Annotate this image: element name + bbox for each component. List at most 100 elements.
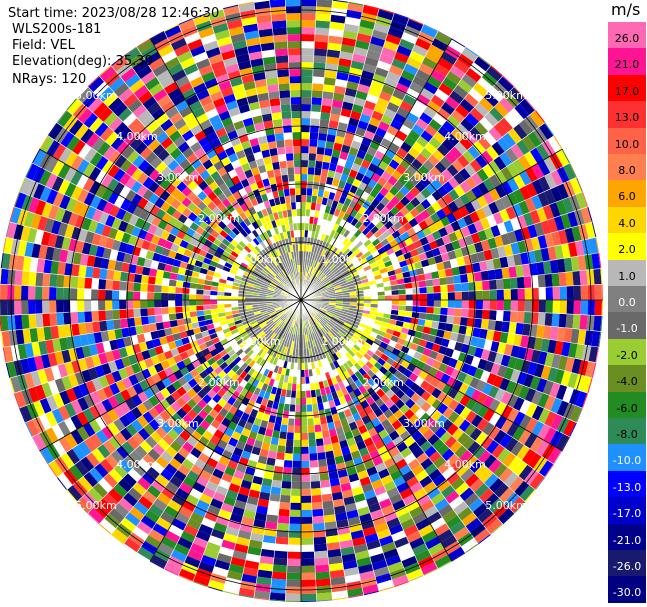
ray-separator	[300, 0, 318, 301]
range-gate	[399, 158, 412, 170]
range-gate	[42, 286, 50, 300]
range-gate	[368, 117, 381, 128]
range-gate	[516, 276, 525, 289]
range-gate	[346, 153, 357, 163]
range-gate	[513, 174, 526, 189]
range-gate	[398, 305, 406, 311]
range-gate	[406, 56, 422, 70]
ray-separator	[300, 252, 600, 301]
range-gate	[315, 239, 321, 247]
range-gate	[563, 327, 573, 343]
range-gate	[357, 232, 366, 241]
range-gate	[85, 266, 94, 279]
range-gate	[475, 300, 483, 310]
range-gate	[383, 131, 396, 143]
range-gate	[426, 306, 434, 314]
range-gate	[210, 300, 218, 305]
range-gate	[161, 306, 169, 315]
range-gate	[339, 280, 347, 285]
range-gate	[537, 274, 546, 288]
range-gate	[380, 238, 390, 247]
range-gate	[502, 310, 511, 322]
range-gate	[381, 47, 397, 59]
range-gate	[517, 288, 525, 300]
range-gate	[482, 280, 490, 291]
range-gate	[538, 176, 551, 192]
range-gate	[426, 194, 437, 206]
range-gate	[358, 215, 368, 224]
range-gate	[289, 516, 301, 524]
range-gate	[472, 327, 481, 338]
range-gate	[351, 258, 360, 266]
ray-separator	[300, 4, 365, 301]
range-gate	[409, 323, 418, 331]
range-gate	[353, 229, 362, 238]
range-gate	[276, 522, 290, 531]
ray-separator	[300, 8, 380, 301]
range-gate	[319, 273, 326, 281]
range-gate	[365, 254, 374, 262]
range-gate	[456, 256, 466, 267]
range-gate	[307, 432, 316, 440]
range-gate	[287, 418, 295, 426]
range-gate	[465, 67, 482, 83]
range-gate	[271, 479, 282, 488]
range-gate	[301, 62, 314, 70]
range-gate	[544, 352, 555, 368]
range-gate	[345, 9, 363, 20]
range-gate	[450, 109, 465, 124]
range-gate	[217, 295, 225, 300]
range-gate	[301, 390, 307, 398]
range-gate	[420, 258, 430, 268]
range-gate	[313, 48, 328, 57]
range-gate	[425, 205, 437, 217]
range-gate	[312, 69, 326, 78]
range-gate	[473, 56, 491, 72]
range-gate	[506, 162, 520, 178]
range-gate	[293, 432, 301, 440]
range-gate	[593, 268, 602, 285]
range-gate	[558, 313, 567, 328]
range-gate	[512, 203, 524, 218]
range-gate	[496, 137, 511, 152]
range-gate	[301, 97, 312, 105]
range-gate	[451, 159, 465, 173]
range-gate	[316, 254, 321, 262]
range-gate	[392, 153, 404, 165]
range-gate	[283, 460, 293, 468]
range-gate	[388, 225, 398, 235]
range-gate	[486, 66, 503, 82]
velocity-rays	[0, 0, 603, 602]
range-gate	[377, 300, 385, 305]
range-gate	[370, 80, 384, 91]
range-gate	[147, 315, 156, 325]
range-gate	[119, 300, 127, 310]
range-gate	[467, 243, 477, 255]
range-gate	[270, 486, 282, 495]
range-gate	[524, 348, 534, 362]
range-gate	[327, 253, 334, 261]
range-gate	[313, 55, 327, 64]
range-gate	[434, 88, 450, 102]
range-gate	[587, 300, 595, 316]
range-gate	[307, 160, 316, 168]
range-gate	[352, 237, 361, 246]
range-gate	[286, 565, 301, 573]
range-gate	[493, 81, 509, 98]
range-gate	[403, 25, 421, 38]
range-gate	[346, 80, 359, 91]
range-gate	[28, 300, 36, 315]
range-gate	[334, 78, 348, 88]
range-gate	[319, 204, 327, 213]
range-gate	[289, 404, 296, 412]
range-gate	[0, 315, 9, 332]
range-gate	[469, 126, 484, 141]
range-gate	[517, 240, 527, 254]
range-gate	[474, 121, 489, 137]
range-gate	[441, 204, 453, 216]
range-gate	[419, 147, 433, 160]
range-gate	[390, 205, 400, 216]
range-gate	[377, 308, 385, 314]
range-gate	[301, 174, 308, 182]
range-gate	[324, 268, 331, 276]
